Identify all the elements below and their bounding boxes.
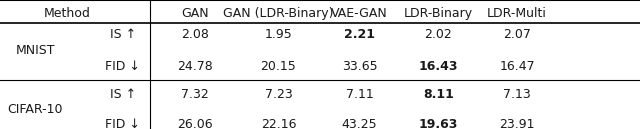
Text: 20.15: 20.15 bbox=[260, 60, 296, 73]
Text: CIFAR-10: CIFAR-10 bbox=[8, 103, 63, 116]
Text: 1.95: 1.95 bbox=[264, 28, 292, 41]
Text: 26.06: 26.06 bbox=[177, 118, 213, 129]
Text: 19.63: 19.63 bbox=[419, 118, 458, 129]
Text: 2.02: 2.02 bbox=[424, 28, 452, 41]
Text: 7.23: 7.23 bbox=[264, 88, 292, 101]
Text: 7.32: 7.32 bbox=[181, 88, 209, 101]
Text: 22.16: 22.16 bbox=[260, 118, 296, 129]
Text: 16.43: 16.43 bbox=[419, 60, 458, 73]
Text: GAN (LDR-Binary): GAN (LDR-Binary) bbox=[223, 7, 333, 20]
Text: 43.25: 43.25 bbox=[342, 118, 378, 129]
Text: 2.08: 2.08 bbox=[181, 28, 209, 41]
Text: 7.11: 7.11 bbox=[346, 88, 374, 101]
Text: VAE-GAN: VAE-GAN bbox=[332, 7, 388, 20]
Text: FID ↓: FID ↓ bbox=[106, 118, 140, 129]
Text: 8.11: 8.11 bbox=[423, 88, 454, 101]
Text: Method: Method bbox=[44, 7, 91, 20]
Text: 2.07: 2.07 bbox=[503, 28, 531, 41]
Text: 24.78: 24.78 bbox=[177, 60, 213, 73]
Text: IS ↑: IS ↑ bbox=[110, 28, 136, 41]
Text: 33.65: 33.65 bbox=[342, 60, 378, 73]
Text: 7.13: 7.13 bbox=[503, 88, 531, 101]
Text: MNIST: MNIST bbox=[15, 44, 55, 57]
Text: 23.91: 23.91 bbox=[499, 118, 535, 129]
Text: IS ↑: IS ↑ bbox=[110, 88, 136, 101]
Text: 16.47: 16.47 bbox=[499, 60, 535, 73]
Text: LDR-Multi: LDR-Multi bbox=[487, 7, 547, 20]
Text: LDR-Binary: LDR-Binary bbox=[404, 7, 473, 20]
Text: GAN: GAN bbox=[181, 7, 209, 20]
Text: FID ↓: FID ↓ bbox=[106, 60, 140, 73]
Text: 2.21: 2.21 bbox=[344, 28, 375, 41]
